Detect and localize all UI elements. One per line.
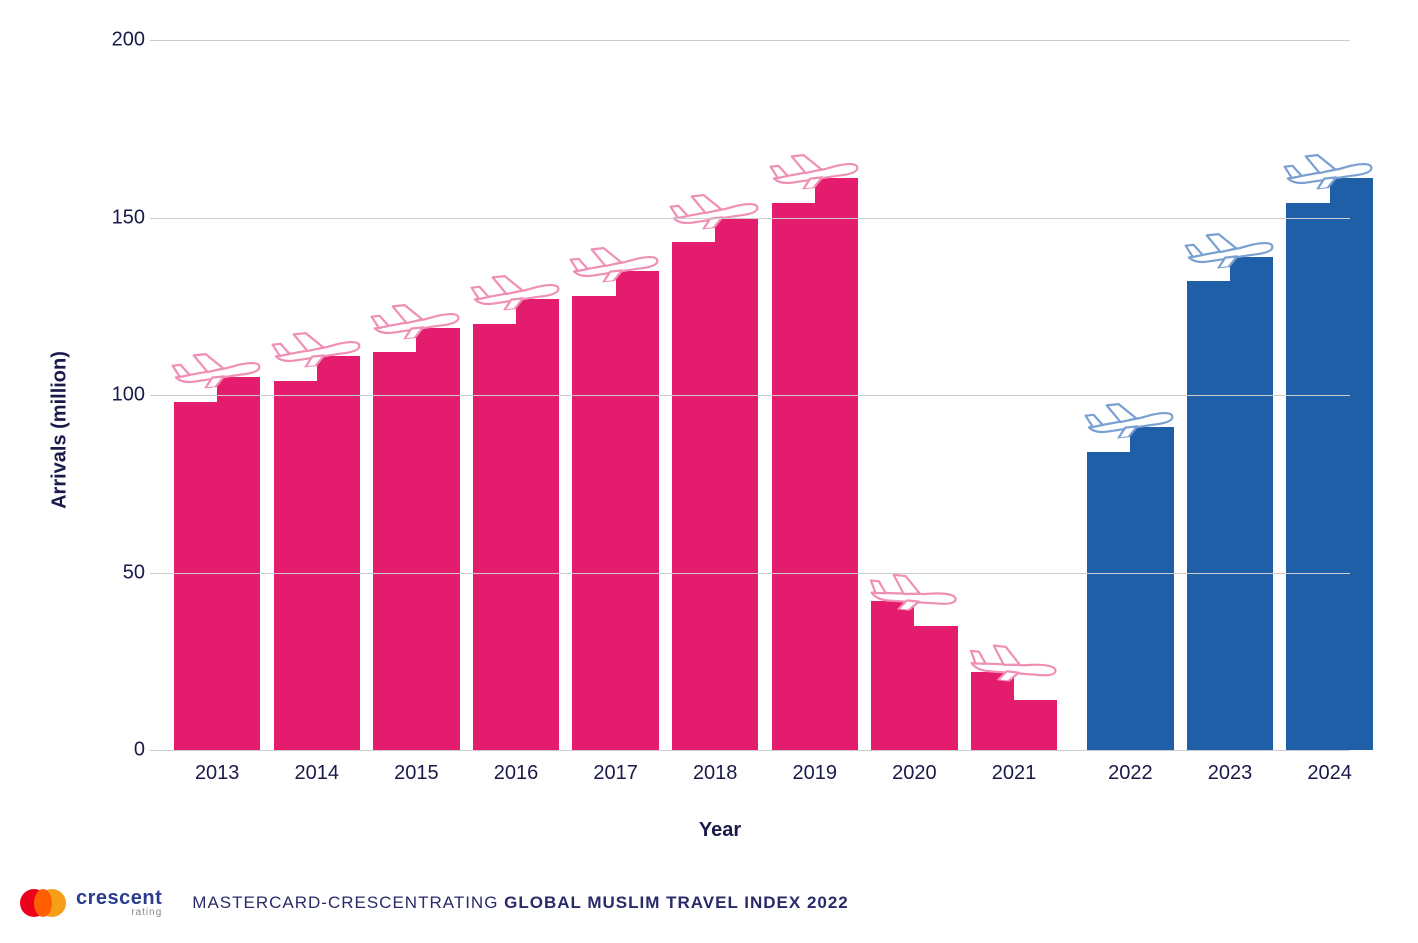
x-tick: 2019 xyxy=(793,762,838,785)
bar-left xyxy=(274,381,317,750)
bar-left xyxy=(1187,281,1230,750)
bar-left xyxy=(1087,452,1130,750)
footer: crescent rating MASTERCARD-CRESCENTRATIN… xyxy=(20,888,1398,918)
crescent-sub-text: rating xyxy=(76,908,162,918)
bar-right xyxy=(914,626,957,750)
grid-line xyxy=(150,218,1350,219)
footer-title: MASTERCARD-CRESCENTRATING GLOBAL MUSLIM … xyxy=(192,893,848,913)
bar-right xyxy=(1230,257,1273,750)
bar-left xyxy=(871,601,914,750)
logo-group: crescent rating xyxy=(20,888,162,918)
x-tick: 2023 xyxy=(1208,762,1253,785)
y-tick: 100 xyxy=(105,384,145,407)
x-tick: 2024 xyxy=(1307,762,1352,785)
bar-right xyxy=(715,218,758,751)
x-tick: 2017 xyxy=(593,762,638,785)
plot-area: 2013 2014 2015 2016 2017 xyxy=(150,40,1350,750)
grid-line xyxy=(150,750,1350,751)
footer-title-prefix: MASTERCARD-CRESCENTRATING xyxy=(192,893,504,912)
bar-right xyxy=(1014,700,1057,750)
mastercard-logo-icon xyxy=(20,888,66,918)
bar-right xyxy=(516,299,559,750)
bar-left xyxy=(572,296,615,750)
x-tick: 2021 xyxy=(992,762,1037,785)
crescent-rating-logo-text: crescent rating xyxy=(76,888,162,918)
bar-right xyxy=(317,356,360,750)
x-tick: 2022 xyxy=(1108,762,1153,785)
x-tick: 2013 xyxy=(195,762,240,785)
bar-left xyxy=(473,324,516,750)
x-tick: 2015 xyxy=(394,762,439,785)
x-axis-label: Year xyxy=(699,819,741,842)
y-axis-label: Arrivals (million) xyxy=(49,351,72,509)
bar-right xyxy=(1330,178,1373,750)
bar-left xyxy=(1286,203,1329,750)
y-tick: 150 xyxy=(105,206,145,229)
bar-left xyxy=(971,672,1014,750)
bar-right xyxy=(416,328,459,750)
grid-line xyxy=(150,395,1350,396)
y-tick: 50 xyxy=(105,561,145,584)
grid-line xyxy=(150,40,1350,41)
bar-right xyxy=(815,178,858,750)
grid-line xyxy=(150,573,1350,574)
crescent-main-text: crescent xyxy=(76,888,162,908)
bar-right xyxy=(217,377,260,750)
chart-container: Arrivals (million) 2013 2014 2015 xyxy=(70,30,1370,830)
x-tick: 2020 xyxy=(892,762,937,785)
y-tick: 0 xyxy=(105,739,145,762)
x-tick: 2016 xyxy=(494,762,539,785)
bar-right xyxy=(1130,427,1173,750)
bar-right xyxy=(616,271,659,750)
x-tick: 2014 xyxy=(295,762,340,785)
bar-left xyxy=(772,203,815,750)
y-tick: 200 xyxy=(105,29,145,52)
bar-left xyxy=(174,402,217,750)
bar-left xyxy=(373,352,416,750)
footer-title-bold: GLOBAL MUSLIM TRAVEL INDEX 2022 xyxy=(504,893,849,912)
bar-left xyxy=(672,242,715,750)
x-tick: 2018 xyxy=(693,762,738,785)
